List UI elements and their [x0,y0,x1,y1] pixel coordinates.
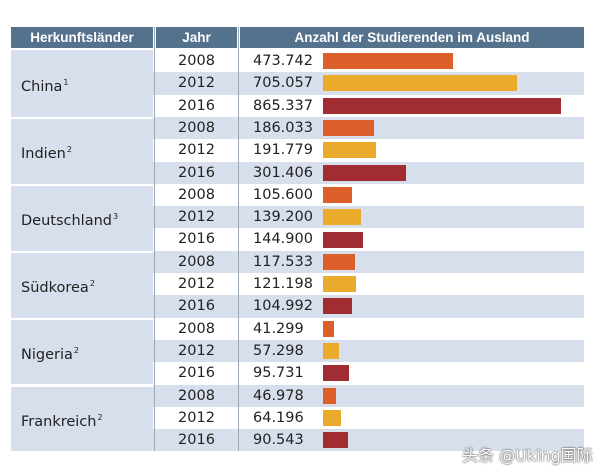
year-label: 2016 [178,365,215,382]
footnote-marker: 2 [89,279,95,289]
value-label: 64.196 [253,409,304,426]
value-label: 46.978 [253,387,304,404]
bar-2016 [323,97,561,114]
country-name: China [21,79,63,96]
value-label: 865.337 [253,97,313,114]
bar-2012 [323,209,362,226]
year-label: 2016 [178,432,215,449]
footnote-marker: 3 [113,212,119,222]
header-year: Jahr [156,27,237,48]
value-label: 121.198 [253,276,313,292]
header-count: Anzahl der Studierenden im Ausland [240,27,584,48]
bar-2008 [323,253,356,270]
group-separator [11,250,153,253]
country-label: Nigeria2 [11,340,153,366]
country-cell [11,250,153,318]
column-divider [154,27,155,452]
year-label: 2008 [178,119,215,136]
watermark: 头条 @Uking国际 [462,446,593,465]
footnote-marker: 2 [97,412,103,422]
bar-2008 [323,53,454,70]
year-label: 2016 [178,231,215,248]
country-name: Nigeria [21,347,73,364]
year-label: 2016 [178,298,215,315]
value-label: 139.200 [253,209,313,226]
bar-2008 [323,320,335,337]
value-label: 144.900 [253,231,313,248]
year-label: 2016 [178,97,215,114]
header-country: Herkunftsländer [11,27,153,48]
group-separator [11,183,153,186]
country-cell [11,50,153,117]
value-label: 301.406 [253,164,313,181]
country-label: Indien2 [11,139,153,165]
footnote-marker: 2 [66,145,72,155]
bar-2016 [323,365,350,382]
bar-2016 [323,164,406,181]
country-cell [11,317,153,385]
year-label: 2008 [178,186,215,203]
year-label: 2012 [178,209,215,226]
bar-2016 [323,298,352,315]
country-label: Deutschland3 [11,206,153,232]
bar-2016 [323,432,348,449]
bar-2012 [323,409,341,426]
group-separator [11,317,153,320]
country-label: China1 [11,72,153,98]
value-label: 95.731 [253,365,304,382]
year-label: 2008 [178,253,215,270]
bar-2012 [323,75,517,92]
value-label: 191.779 [253,142,313,159]
country-cell [11,116,153,184]
value-label: 41.299 [253,320,304,337]
bar-2012 [323,276,357,293]
bar-2008 [323,186,353,203]
year-label: 2012 [178,276,215,292]
value-label: 90.543 [253,432,304,449]
column-divider [238,27,239,452]
year-label: 2008 [178,387,215,404]
bar-2008 [323,387,336,404]
year-label: 2012 [178,342,215,359]
footnote-marker: 1 [63,78,69,88]
value-label: 473.742 [253,53,313,69]
country-cell [11,384,153,452]
year-label: 2012 [178,142,215,159]
value-label: 105.600 [253,186,313,203]
value-label: 57.298 [253,342,304,359]
value-label: 186.033 [253,119,313,136]
year-label: 2012 [178,409,215,426]
bar-2008 [323,120,375,137]
value-label: 117.533 [253,253,313,270]
country-name: Deutschland [21,213,112,230]
value-label: 104.992 [253,298,313,315]
bar-2016 [323,231,363,248]
country-name: Indien [21,146,66,163]
country-label: Südkorea2 [11,273,153,299]
bar-2012 [323,343,339,360]
group-separator [11,384,153,387]
value-label: 705.057 [253,75,313,92]
country-name: Südkorea [21,280,89,297]
year-label: 2008 [178,320,215,337]
footnote-marker: 2 [73,346,79,356]
country-name: Frankreich [21,413,97,430]
year-label: 2012 [178,75,215,92]
group-separator [11,116,153,119]
year-label: 2008 [178,53,215,69]
year-label: 2016 [178,164,215,181]
country-cell [11,183,153,251]
country-label: Frankreich2 [11,407,153,433]
bar-2012 [323,142,376,159]
